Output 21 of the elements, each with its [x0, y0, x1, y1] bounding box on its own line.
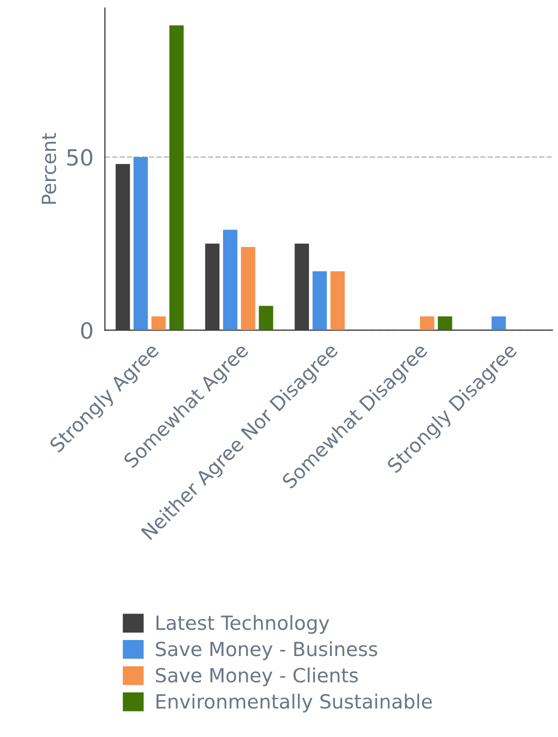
legend-label: Save Money - Clients [156, 667, 358, 686]
bar [205, 244, 220, 330]
bar [240, 247, 256, 330]
bar [151, 316, 166, 330]
bar [420, 316, 434, 330]
legend-label: Latest Technology [156, 615, 330, 634]
bar [294, 244, 309, 330]
bar [169, 25, 184, 330]
bar [258, 306, 274, 330]
y-axis-title: Percent [42, 133, 56, 204]
legend-label: Save Money - Business [156, 641, 378, 660]
bar [223, 230, 238, 330]
bar [438, 316, 452, 330]
y-tick-label: 50 [67, 148, 92, 166]
bar [330, 271, 345, 330]
bar [492, 316, 506, 330]
y-tick-label: 0 [81, 322, 92, 339]
legend-label: Environmentally Sustainable [156, 694, 432, 713]
bar [312, 271, 327, 330]
bar [134, 157, 148, 330]
bar [116, 164, 130, 330]
